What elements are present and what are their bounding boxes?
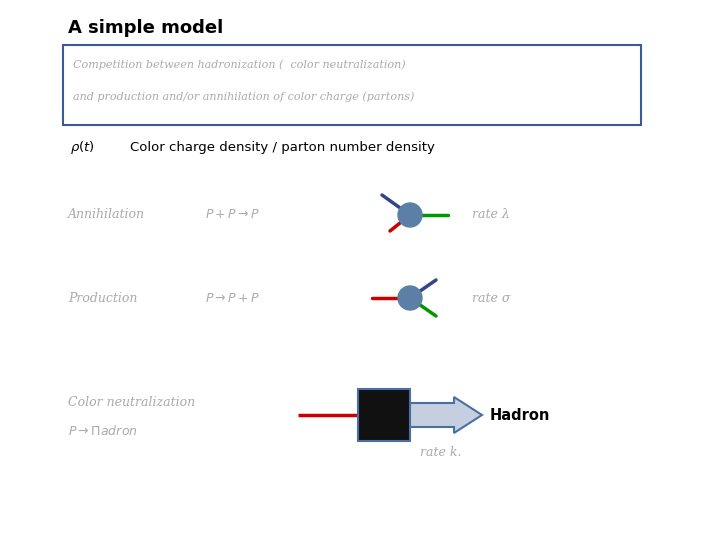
Text: $P + P \rightarrow P$: $P + P \rightarrow P$: [205, 208, 260, 221]
Text: $P \rightarrow P + P$: $P \rightarrow P + P$: [205, 292, 260, 305]
Text: Production: Production: [68, 292, 138, 305]
FancyArrow shape: [410, 397, 482, 433]
Text: Color neutralization: Color neutralization: [68, 396, 195, 409]
Text: rate k.: rate k.: [420, 447, 462, 460]
Text: Hadron: Hadron: [490, 408, 550, 422]
FancyBboxPatch shape: [63, 45, 641, 125]
Text: rate λ: rate λ: [472, 208, 510, 221]
Text: Annihilation: Annihilation: [68, 208, 145, 221]
Text: and production and/or annihilation of color charge (partons): and production and/or annihilation of co…: [73, 92, 415, 102]
Circle shape: [398, 286, 422, 310]
Text: rate σ: rate σ: [472, 292, 510, 305]
Text: $\rho(t)$: $\rho(t)$: [70, 139, 95, 157]
Bar: [358, 389, 410, 441]
Text: $P \rightarrow \Pi adron$: $P \rightarrow \Pi adron$: [68, 424, 138, 438]
Text: Color charge density / parton number density: Color charge density / parton number den…: [130, 141, 435, 154]
Text: A simple model: A simple model: [68, 19, 223, 37]
Circle shape: [398, 203, 422, 227]
Text: Competition between hadronization (  color neutralization): Competition between hadronization ( colo…: [73, 60, 405, 70]
